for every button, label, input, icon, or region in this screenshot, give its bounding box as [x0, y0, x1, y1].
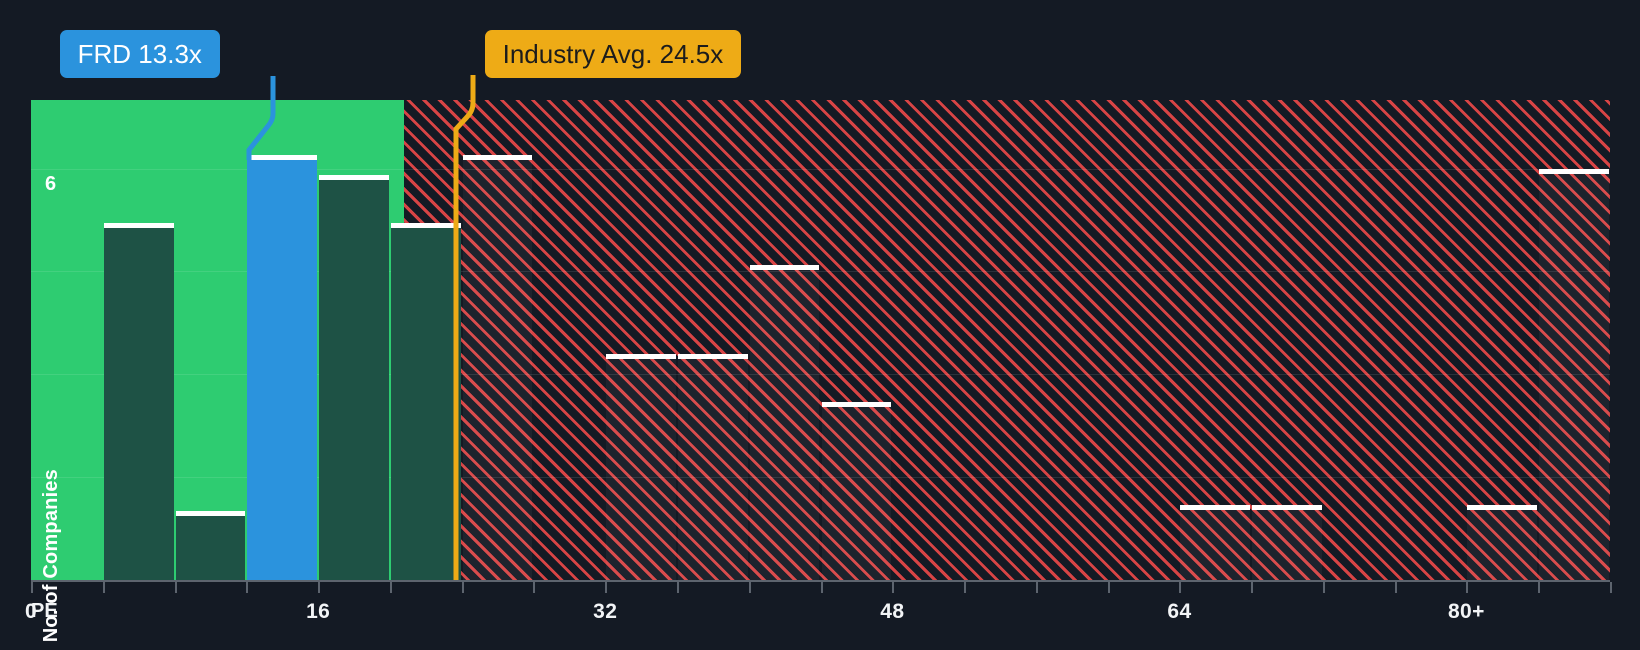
- bar-cap: [606, 353, 676, 359]
- bar-cap: [1467, 504, 1538, 510]
- x-axis-tick-label: 80+: [1447, 600, 1485, 623]
- x-axis-tick: [389, 582, 392, 593]
- x-axis-tick: [1107, 582, 1110, 593]
- x-axis-tick: [1251, 582, 1254, 593]
- bar-cap: [1539, 168, 1609, 174]
- x-axis-tick: [1322, 582, 1325, 593]
- bar-cap: [247, 154, 318, 160]
- bar-cap: [821, 401, 892, 407]
- x-axis-tick: [461, 582, 464, 593]
- plot-area: [31, 100, 1610, 580]
- x-axis-tick: [1179, 582, 1182, 593]
- bar-cap: [319, 175, 389, 181]
- bar[interactable]: [677, 353, 748, 580]
- x-axis-tick: [964, 582, 967, 593]
- x-axis-title: PE: [31, 600, 58, 622]
- bar[interactable]: [821, 401, 892, 580]
- bar-highlighted[interactable]: [247, 154, 318, 580]
- x-axis-tick: [246, 582, 249, 593]
- x-axis-tick: [748, 582, 751, 593]
- x-axis-tick: [892, 582, 895, 593]
- x-axis-tick: [605, 582, 608, 593]
- x-axis-tick: [1466, 582, 1469, 593]
- x-axis-tick: [820, 582, 823, 593]
- bar-cap: [677, 353, 748, 359]
- bar-cap: [1252, 504, 1322, 510]
- bar-cap: [749, 264, 820, 270]
- x-axis-tick: [31, 582, 33, 593]
- bar[interactable]: [1180, 504, 1251, 580]
- industry-avg-pointer-line: [449, 75, 479, 580]
- bar[interactable]: [103, 223, 174, 580]
- x-axis-tick: [174, 582, 177, 593]
- x-axis-tick-label: 16: [306, 600, 331, 623]
- bar-cap: [1180, 504, 1251, 510]
- y-axis-title: No. of Companies: [40, 468, 62, 642]
- x-axis-line: [31, 580, 1610, 582]
- gridline: [31, 271, 1610, 273]
- x-axis-tick: [1610, 582, 1612, 593]
- bar[interactable]: [319, 175, 389, 580]
- bar-cap: [175, 511, 246, 517]
- bar[interactable]: [1539, 168, 1609, 580]
- bar[interactable]: [1467, 504, 1538, 580]
- bar[interactable]: [462, 154, 533, 580]
- x-axis-tick-label: 32: [593, 600, 618, 623]
- bar[interactable]: [175, 511, 246, 580]
- bar[interactable]: [606, 353, 676, 580]
- overvalued-zone: [404, 100, 1610, 580]
- y-axis-tick-label: 6: [45, 172, 57, 195]
- bar[interactable]: [390, 223, 461, 580]
- gridline: [31, 168, 1610, 170]
- industry-avg-callout[interactable]: Industry Avg. 24.5x: [484, 30, 742, 78]
- x-axis-tick-label: 0: [25, 600, 38, 623]
- x-axis-tick: [1538, 582, 1541, 593]
- bar[interactable]: [1252, 504, 1322, 580]
- frd-callout[interactable]: FRD 13.3x: [59, 30, 220, 78]
- bar-cap: [103, 223, 174, 229]
- gridline: [31, 374, 1610, 376]
- x-axis-tick-label: 48: [880, 600, 905, 623]
- x-axis-tick: [533, 582, 536, 593]
- x-axis-tick: [1394, 582, 1397, 593]
- x-axis-tick: [102, 582, 105, 593]
- gridline: [31, 477, 1610, 479]
- x-axis-tick-label: 64: [1167, 600, 1192, 623]
- x-axis-tick: [676, 582, 679, 593]
- bar-cap: [390, 223, 461, 229]
- x-axis-tick: [318, 582, 321, 593]
- bar[interactable]: [749, 264, 820, 580]
- bar-cap: [462, 154, 533, 160]
- frd-pointer-line: [243, 76, 277, 160]
- x-axis-tick: [1035, 582, 1038, 593]
